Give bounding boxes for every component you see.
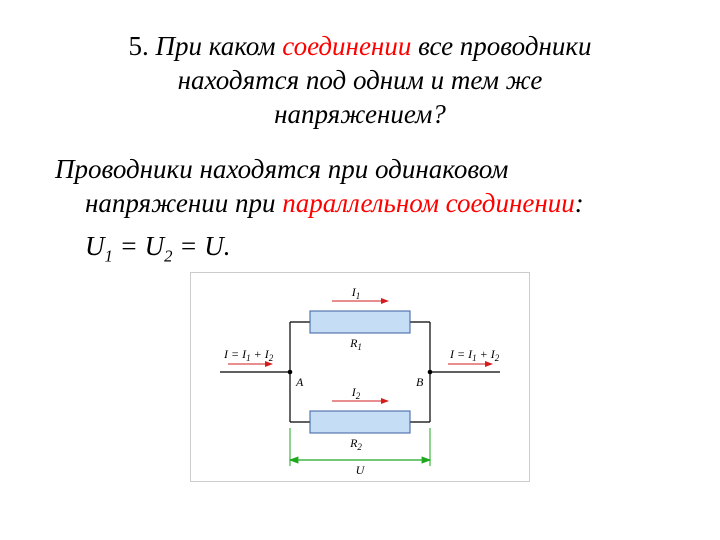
question-highlight: соединении [282,31,411,61]
formula: U1 = U2 = U. [55,231,665,266]
question-text: 5. При каком соединении все проводники н… [55,30,665,131]
svg-text:U: U [356,463,366,477]
answer-text: Проводники находятся при одинаковом напр… [55,153,665,221]
question-number: 5. [129,31,149,61]
svg-text:A: A [295,375,304,389]
circuit-diagram: I = I1 + I2I = I1 + I2I1I2R1R2ABU [190,272,530,482]
svg-text:B: B [416,375,424,389]
answer-highlight: параллельном соединении [282,188,575,218]
